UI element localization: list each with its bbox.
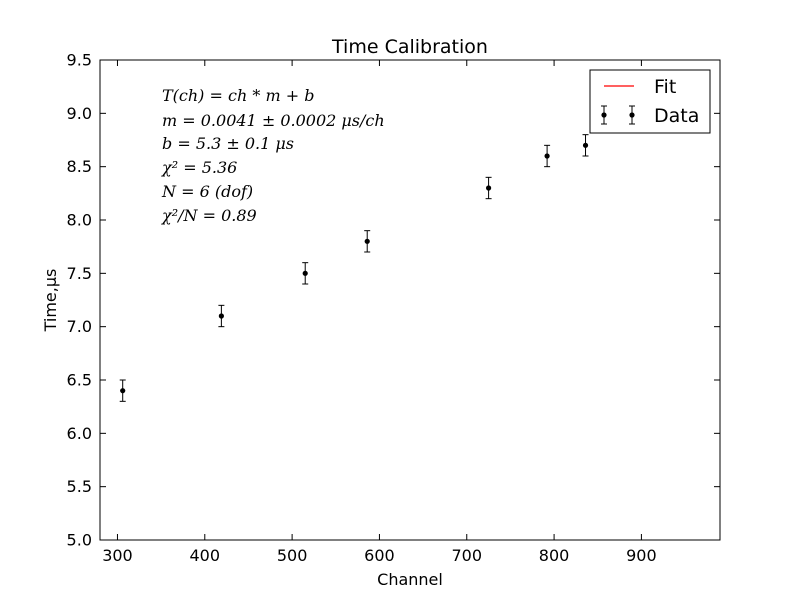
x-tick-label: 500 [277, 546, 308, 565]
data-point [218, 304, 225, 328]
legend-box [589, 69, 711, 134]
legend-item-fit: Fit [604, 76, 676, 98]
y-tick-label: 7.5 [67, 264, 92, 283]
data-point [302, 262, 309, 285]
data-marker [485, 185, 492, 191]
x-axis-label: Channel [377, 570, 443, 589]
x-axis-ticks: 300 400 500 600 700 800 900 [102, 60, 657, 565]
legend-data-marker [601, 112, 607, 118]
data-marker [582, 142, 589, 148]
data-marker [302, 270, 308, 276]
data-series [119, 134, 589, 402]
annotation-line: T(ch) = ch * m + b [162, 86, 314, 105]
y-tick-label: 9.5 [67, 51, 92, 70]
annotation-line: N = 6 (dof) [161, 182, 253, 201]
annotation-line: χ² = 5.36 [161, 158, 237, 177]
x-tick-label: 900 [626, 546, 657, 565]
data-marker [544, 153, 550, 159]
x-tick-label: 700 [451, 546, 482, 565]
fit-annotations: T(ch) = ch * m + b m = 0.0041 ± 0.0002 μs… [161, 86, 385, 225]
x-tick-label: 600 [364, 546, 395, 565]
x-tick-label: 800 [539, 546, 570, 565]
x-tick-label: 400 [190, 546, 221, 565]
data-point [485, 176, 492, 200]
legend-label-data: Data [654, 105, 699, 127]
x-tick-label: 300 [102, 546, 133, 565]
annotation-line: χ²/N = 0.89 [161, 206, 257, 225]
data-point [364, 230, 371, 253]
y-axis-label: Time,μs [41, 269, 60, 333]
y-tick-label: 9.0 [67, 104, 92, 123]
y-tick-label: 7.0 [67, 317, 92, 336]
legend-data-marker [629, 112, 635, 118]
legend-label-fit: Fit [654, 76, 676, 98]
y-tick-label: 5.0 [67, 531, 92, 550]
data-point [119, 379, 126, 402]
y-tick-label: 5.5 [67, 477, 92, 496]
chart-title: Time Calibration [331, 36, 488, 58]
y-axis-ticks: 5.0 5.5 6.0 6.5 7.0 7.5 8.0 8.5 9.0 9.5 [67, 51, 720, 550]
annotation-line: b = 5.3 ± 0.1 μs [162, 134, 294, 153]
data-marker [218, 313, 224, 319]
legend: Fit Data [589, 69, 711, 134]
data-marker [120, 388, 126, 394]
y-tick-label: 8.5 [67, 157, 92, 176]
y-tick-label: 6.5 [67, 371, 92, 390]
y-tick-label: 6.0 [67, 424, 92, 443]
data-point [582, 134, 589, 157]
data-marker [364, 238, 370, 244]
legend-item-data: Data [601, 105, 699, 127]
y-tick-label: 8.0 [67, 211, 92, 230]
data-point [544, 144, 551, 168]
plot-area [99, 59, 721, 541]
annotation-line: m = 0.0041 ± 0.0002 μs/ch [162, 111, 385, 130]
